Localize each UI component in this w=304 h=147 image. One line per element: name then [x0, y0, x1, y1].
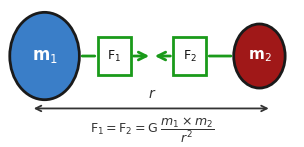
Text: F$_1$: F$_1$ — [107, 49, 121, 64]
Ellipse shape — [234, 24, 285, 88]
Text: F$_2$: F$_2$ — [183, 49, 197, 64]
Text: m$_2$: m$_2$ — [247, 48, 271, 64]
Text: r: r — [148, 87, 154, 101]
Text: m$_1$: m$_1$ — [32, 47, 57, 65]
Ellipse shape — [10, 12, 79, 100]
FancyBboxPatch shape — [98, 37, 131, 75]
Text: $\mathregular{F_1 = F_2 = G}$ $\dfrac{m_1 \times m_2}{r^2}$: $\mathregular{F_1 = F_2 = G}$ $\dfrac{m_… — [90, 116, 214, 145]
FancyBboxPatch shape — [173, 37, 206, 75]
